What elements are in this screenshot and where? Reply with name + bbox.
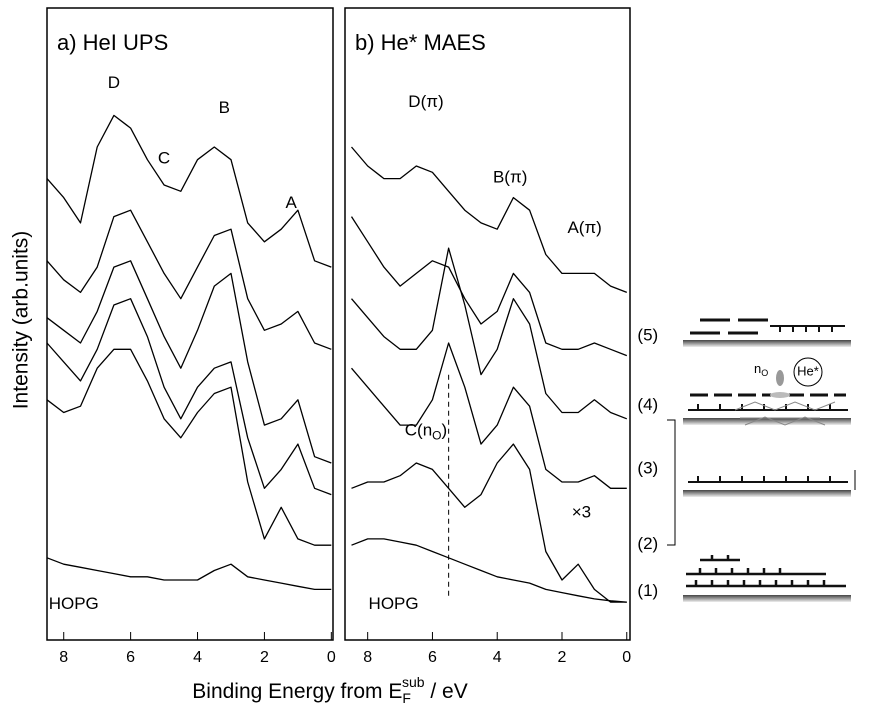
annotation: A [286,193,298,212]
plot-frame [344,7,631,641]
y-axis-title: Intensity (arb.units) [10,231,33,410]
spectrum [46,260,332,464]
x-tick-label: 4 [193,649,202,666]
spectrum [46,348,332,546]
annotation: (3) [637,459,658,478]
annotation: (4) [637,396,658,415]
x-tick-label: 8 [363,649,372,666]
spectrum [46,557,332,591]
annotation: (2) [637,535,658,554]
x-tick-label: 8 [59,649,68,666]
x-axis-title: Binding Energy from EFsub / eV [192,674,467,706]
spectrum [46,209,332,350]
annotation: HOPG [49,595,99,614]
spectrum [46,114,332,268]
annotation: D [108,73,120,92]
schematic: He* nO [667,318,856,602]
spectrum [351,247,628,420]
spectrum [351,443,627,603]
annotation: (5) [637,326,658,345]
spectrum [46,298,332,496]
spectrum [350,216,628,357]
annotation: ×3 [572,503,591,522]
x-tick-label: 4 [493,649,502,666]
spectrum [351,538,627,603]
x-tick-label: 2 [260,649,269,666]
schematic-label: He* [797,363,819,378]
annotation: B(π) [493,168,527,187]
panel-title: b) He* MAES [355,30,486,55]
x-tick-label: 0 [327,649,336,666]
annotation: C [158,149,170,168]
x-tick-label: 6 [126,649,135,666]
spectrum [351,342,627,489]
x-tick-label: 0 [622,649,631,666]
schematic-label: nO [754,361,768,378]
annotation: D(π) [408,92,443,111]
panel-title: a) HeI UPS [57,30,168,55]
annotation: (1) [637,581,658,600]
x-tick-label: 2 [558,649,567,666]
spectrum [351,146,628,294]
annotation: A(π) [567,219,601,238]
plot-frame [46,7,334,641]
annotation: C(nO) [405,421,447,443]
annotation: B [219,99,230,118]
x-tick-label: 6 [428,649,437,666]
annotation: HOPG [369,595,419,614]
